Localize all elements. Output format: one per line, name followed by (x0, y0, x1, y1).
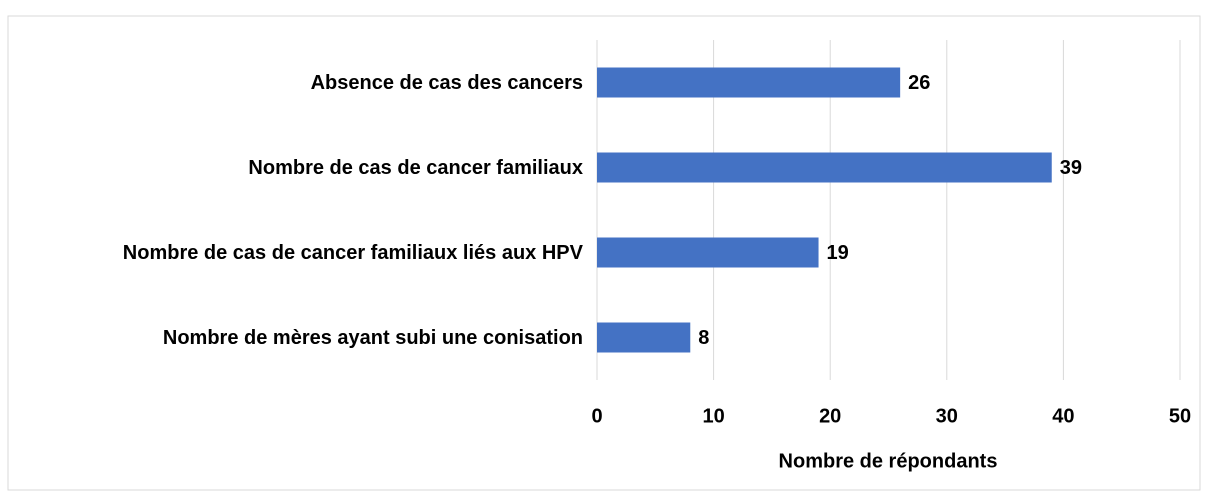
x-tick-label: 30 (936, 405, 958, 427)
x-axis-title: Nombre de répondants (779, 450, 998, 472)
x-tick-label: 10 (702, 405, 724, 427)
data-label: 8 (698, 327, 709, 349)
x-tick-label: 40 (1052, 405, 1074, 427)
data-label: 39 (1060, 157, 1082, 179)
y-tick-label: Nombre de mères ayant subi une conisatio… (162, 326, 583, 349)
x-tick-label: 50 (1169, 405, 1191, 427)
category-label-box: Absence de cas des cancers (0, 69, 583, 97)
category-label-box: Nombre de cas de cancer familiaux (0, 154, 583, 182)
bar (597, 237, 819, 268)
y-tick-label: Nombre de cas de cancer familiaux (248, 156, 583, 179)
category-label-box: Nombre de cas de cancer familiaux liés a… (0, 239, 583, 267)
bar (597, 67, 901, 98)
bar (597, 322, 691, 353)
x-tick-label: 0 (591, 405, 602, 427)
x-tick-label: 20 (819, 405, 841, 427)
data-label: 19 (827, 242, 849, 264)
y-tick-label: Absence de cas des cancers (310, 71, 583, 94)
y-tick-label: Nombre de cas de cancer familiaux liés a… (122, 241, 583, 264)
category-label-box: Nombre de mères ayant subi une conisatio… (0, 324, 583, 352)
bar (597, 152, 1052, 183)
data-label: 26 (908, 72, 930, 94)
